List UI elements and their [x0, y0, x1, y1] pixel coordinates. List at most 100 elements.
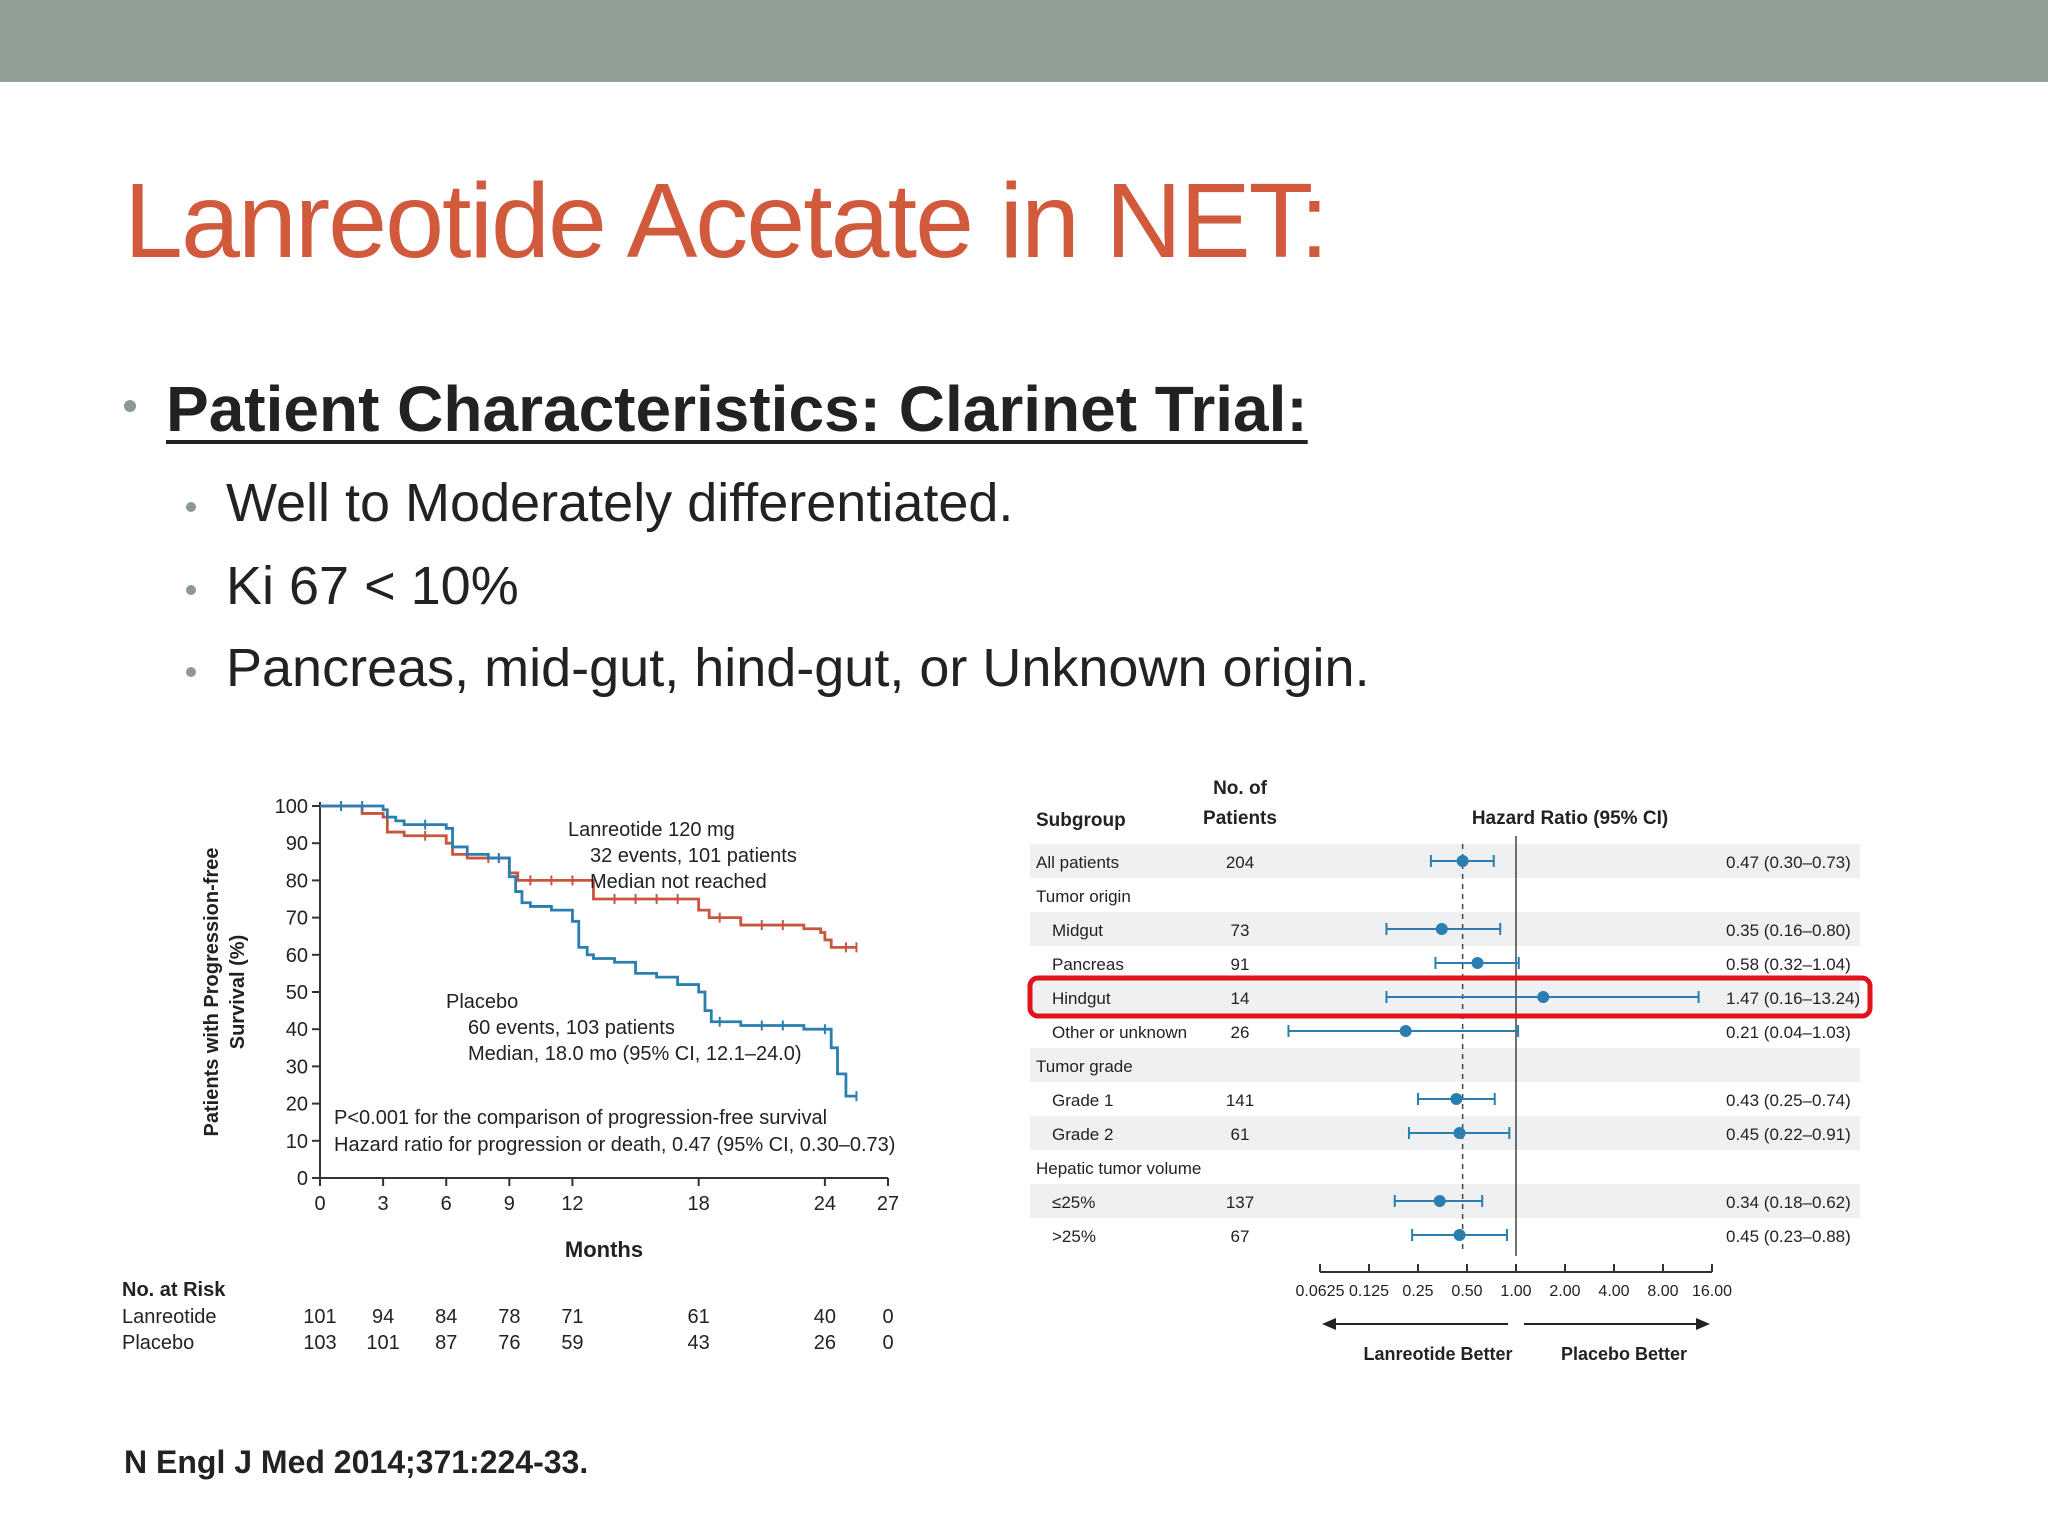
y-tick-label: 50 — [286, 982, 308, 1004]
left-arrow-head — [1322, 1318, 1336, 1330]
subgroup-header: Subgroup — [1036, 810, 1126, 831]
right-arrow-head — [1696, 1318, 1710, 1330]
hr-ci-text: 0.47 (0.30–0.73) — [1726, 853, 1851, 872]
lanreotide-better-label: Lanreotide Better — [1363, 1344, 1512, 1360]
hr-ci-text: 0.43 (0.25–0.74) — [1726, 1091, 1851, 1110]
p-value-note: P<0.001 for the comparison of progressio… — [334, 1107, 827, 1129]
risk-value: 61 — [688, 1306, 710, 1328]
subgroup-label: >25% — [1052, 1227, 1096, 1246]
hr-point — [1453, 1229, 1466, 1241]
risk-value: 84 — [435, 1306, 457, 1328]
subgroup-label: Pancreas — [1052, 955, 1124, 974]
patients-count: 73 — [1231, 921, 1250, 940]
risk-value: 78 — [498, 1306, 520, 1328]
patients-header: Patients — [1203, 808, 1277, 829]
forest-x-tick-label: 16.00 — [1692, 1283, 1732, 1300]
hr-ci-text: 0.45 (0.23–0.88) — [1726, 1227, 1851, 1246]
bullet-dot — [186, 667, 196, 677]
km-survival-chart: 0 10 20 30 40 50 60 70 80 90 100 0 3 6 9 12 18 24 27 Months… — [122, 796, 899, 1354]
subgroup-label: Grade 1 — [1052, 1091, 1113, 1110]
x-tick-label: 24 — [814, 1193, 836, 1215]
risk-value: 101 — [366, 1332, 399, 1354]
hr-ci-text: 0.45 (0.22–0.91) — [1726, 1125, 1851, 1144]
risk-value: 76 — [498, 1332, 520, 1354]
y-tick-label: 30 — [286, 1056, 308, 1078]
y-tick-label: 10 — [286, 1131, 308, 1153]
placebo-label: Placebo — [446, 991, 518, 1013]
y-tick-label: 90 — [286, 833, 308, 855]
hr-point — [1433, 1195, 1446, 1207]
patients-count: 204 — [1226, 853, 1254, 872]
subgroup-label: Midgut — [1052, 921, 1103, 940]
risk-value: 59 — [561, 1332, 583, 1354]
y-tick-label: 20 — [286, 1094, 308, 1116]
sub-bullet-text: Well to Moderately differentiated. — [226, 473, 1014, 533]
risk-value: 71 — [561, 1306, 583, 1328]
risk-value: 87 — [435, 1332, 457, 1354]
hr-point — [1471, 957, 1484, 969]
hr-point — [1456, 855, 1469, 867]
placebo-median: Median, 18.0 mo (95% CI, 12.1–24.0) — [468, 1043, 802, 1065]
patients-count: 91 — [1231, 955, 1250, 974]
y-tick-label: 100 — [275, 796, 308, 818]
forest-plot: Subgroup No. of Patients Hazard Ratio (95% … — [1027, 778, 1873, 1360]
risk-value: 40 — [814, 1306, 836, 1328]
patients-count: 14 — [1231, 989, 1250, 1008]
sub-bullet-text: Ki 67 < 10% — [226, 556, 519, 616]
patients-count: 67 — [1231, 1227, 1250, 1246]
y-tick-label: 70 — [286, 908, 308, 930]
forest-x-tick-label: 4.00 — [1598, 1283, 1629, 1300]
lanreotide-median: Median not reached — [590, 871, 767, 893]
y-tick-label: 60 — [286, 945, 308, 967]
sub-bullet-text: Pancreas, mid-gut, hind-gut, or Unknown … — [226, 638, 1370, 698]
forest-x-tick-label: 0.25 — [1402, 1283, 1433, 1300]
hazard-ratio-note: Hazard ratio for progression or death, 0… — [334, 1134, 895, 1156]
risk-value: 101 — [303, 1306, 336, 1328]
x-tick-label: 9 — [504, 1193, 515, 1215]
risk-value: 43 — [688, 1332, 710, 1354]
y-tick-label: 40 — [286, 1019, 308, 1041]
subgroup-label: Hepatic tumor volume — [1036, 1159, 1201, 1178]
risk-value: 94 — [372, 1306, 394, 1328]
bullet-dot — [124, 400, 136, 412]
risk-row-label: Lanreotide — [122, 1306, 217, 1328]
patients-count: 137 — [1226, 1193, 1254, 1212]
y-tick-label: 80 — [286, 870, 308, 892]
y-axis-label: Survival (%) — [227, 935, 249, 1049]
citation: N Engl J Med 2014;371:224-33. — [124, 1444, 589, 1480]
x-tick-label: 18 — [688, 1193, 710, 1215]
heading-text: Patient Characteristics: Clarinet Trial: — [166, 373, 1308, 445]
x-tick-label: 0 — [314, 1193, 325, 1215]
hr-point — [1450, 1093, 1463, 1105]
x-tick-label: 3 — [378, 1193, 389, 1215]
placebo-better-label: Placebo Better — [1561, 1344, 1687, 1360]
patients-count: 61 — [1231, 1125, 1250, 1144]
y-tick-label: 0 — [297, 1168, 308, 1190]
subgroup-label: Tumor origin — [1036, 887, 1131, 906]
subgroup-label: ≤25% — [1052, 1193, 1095, 1212]
hr-point — [1399, 1025, 1412, 1037]
forest-x-tick-label: 0.0625 — [1296, 1283, 1345, 1300]
lanreotide-events: 32 events, 101 patients — [590, 845, 797, 867]
hr-ci-text: 0.21 (0.04–1.03) — [1726, 1023, 1851, 1042]
subgroup-label: Hindgut — [1052, 989, 1111, 1008]
x-tick-label: 6 — [441, 1193, 452, 1215]
risk-value: 0 — [882, 1332, 893, 1354]
slide-title: Lanreotide Acetate in NET: — [124, 162, 1329, 280]
hr-ci-text: 0.35 (0.16–0.80) — [1726, 921, 1851, 940]
highlight-box — [1027, 975, 1873, 1019]
bullet-dot — [186, 502, 196, 512]
hr-point — [1453, 1127, 1466, 1139]
hr-ci-text: 0.34 (0.18–0.62) — [1726, 1193, 1851, 1212]
hr-ci-text: 0.58 (0.32–1.04) — [1726, 955, 1851, 974]
hr-ci-text: 1.47 (0.16–13.24) — [1726, 989, 1860, 1008]
hazard-ratio-header: Hazard Ratio (95% CI) — [1472, 808, 1668, 829]
patients-count: 26 — [1231, 1023, 1250, 1042]
hr-point — [1537, 991, 1550, 1003]
subgroup-label: All patients — [1036, 853, 1119, 872]
forest-x-tick-label: 0.50 — [1451, 1283, 1482, 1300]
placebo-events: 60 events, 103 patients — [468, 1017, 675, 1039]
risk-value: 103 — [303, 1332, 336, 1354]
x-tick-label: 27 — [877, 1193, 899, 1215]
risk-row-label: Placebo — [122, 1332, 194, 1354]
